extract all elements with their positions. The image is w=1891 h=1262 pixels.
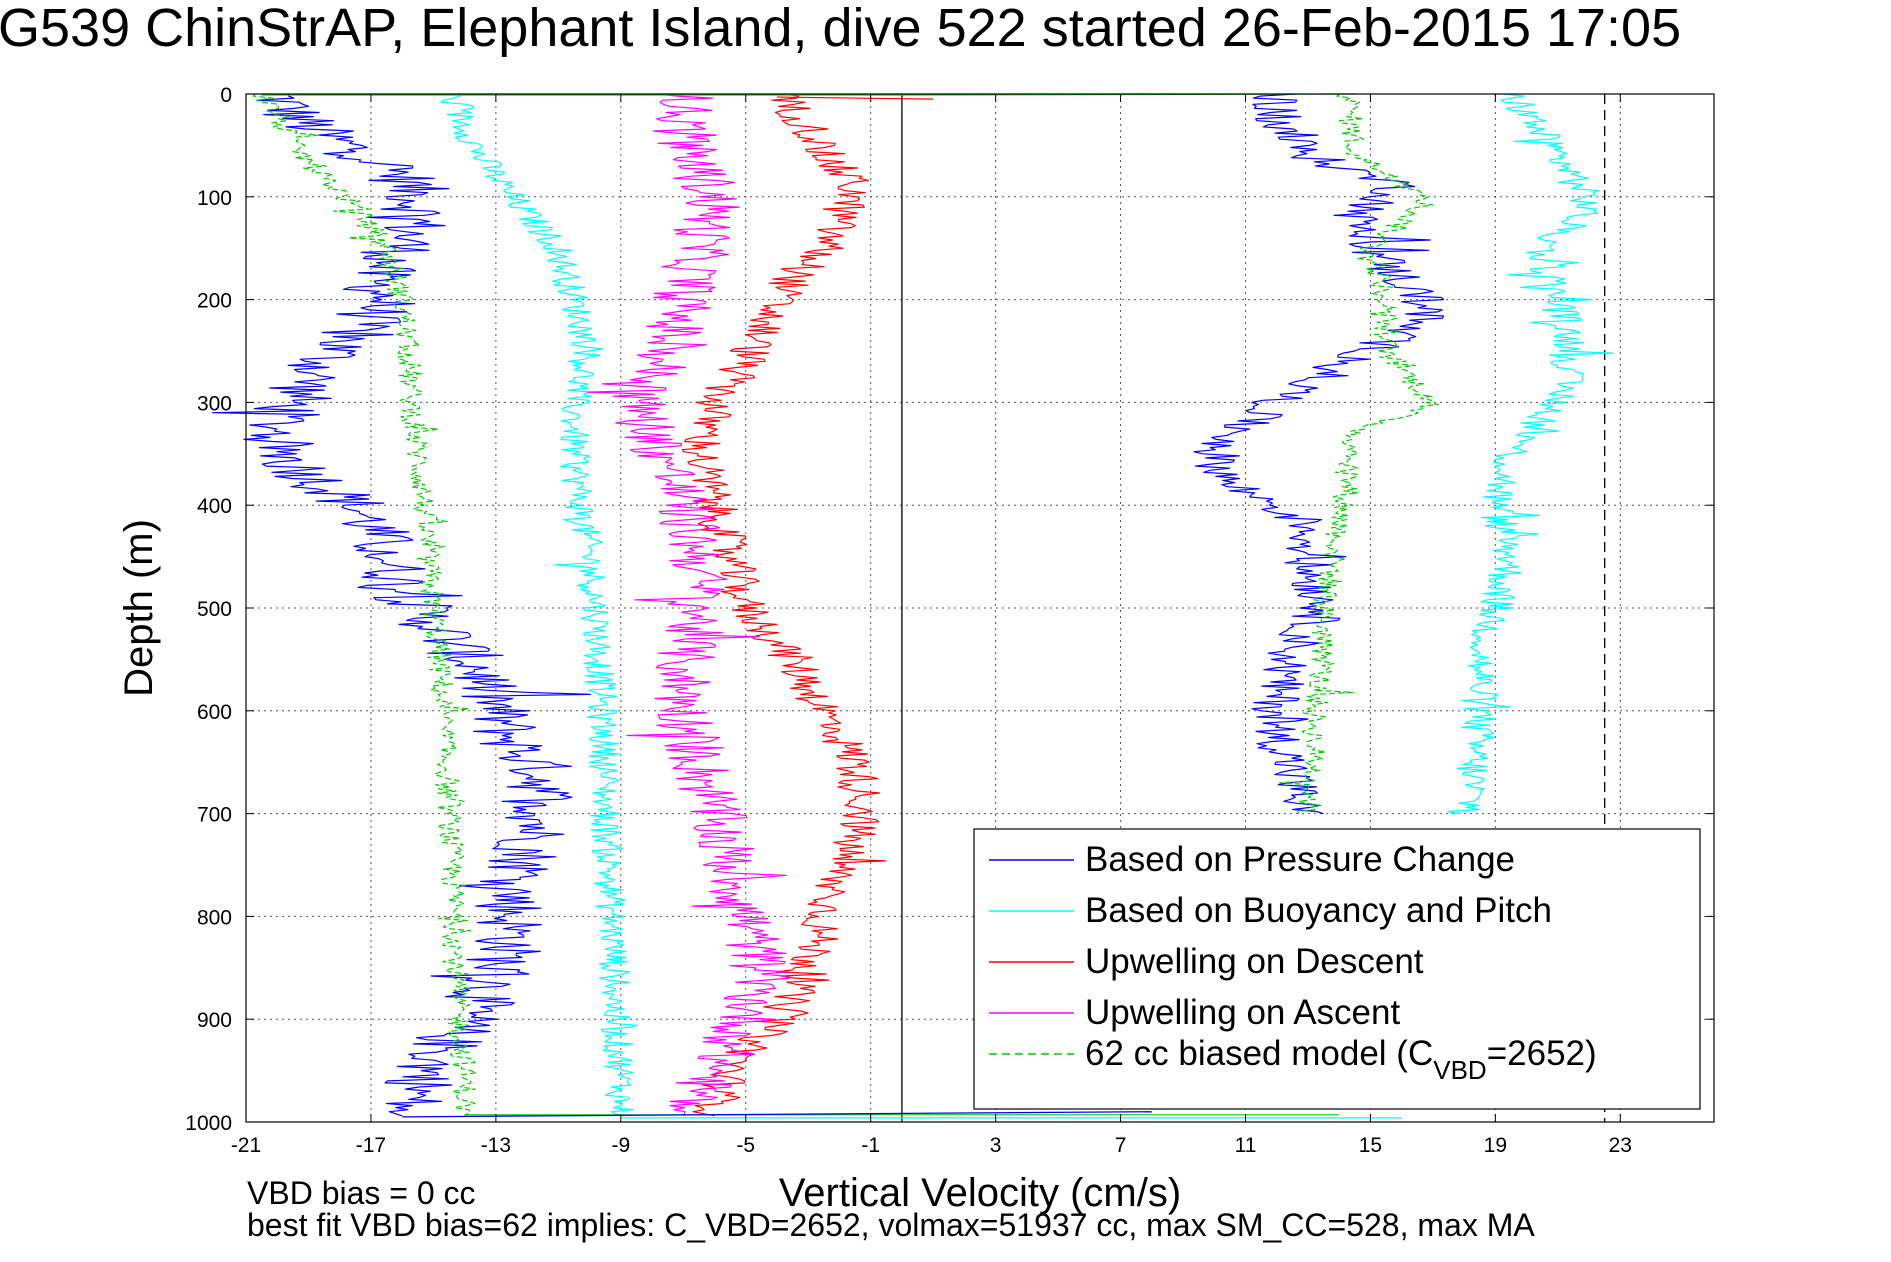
series-line-upwelling-on-ascent-descent [586, 93, 791, 1117]
series-line-62-cc-biased-model-cvbd-2652--descent [252, 93, 477, 1117]
series-lines [211, 93, 1615, 1119]
x-tick-label: -17 [356, 1134, 386, 1157]
x-tick-label: 23 [1609, 1134, 1632, 1157]
series-line-based-on-pressure-change-descent [211, 93, 592, 1117]
y-axis-ticks: 0 100 200 300 400 500 600 700 800 900 1000 [185, 84, 1714, 1135]
legend-label: Based on Pressure Change [1085, 840, 1515, 879]
y-tick-label: 400 [197, 495, 232, 518]
y-tick-label: 600 [197, 701, 232, 724]
y-tick-label: 800 [197, 906, 232, 929]
legend-label: 62 cc biased model (CVBD=2652) [1085, 1034, 1597, 1085]
legend-label: Upwelling on Ascent [1085, 993, 1400, 1032]
y-tick-label: 700 [197, 804, 232, 827]
x-axis-label: Vertical Velocity (cm/s) [779, 1171, 1181, 1215]
y-tick-label: 0 [220, 84, 232, 107]
bottom-pressure-segment [402, 1111, 1152, 1118]
series-line-based-on-buoyancy-and-pitch-descent [440, 93, 639, 1117]
x-tick-label: -9 [611, 1134, 630, 1157]
x-tick-label: 19 [1484, 1134, 1507, 1157]
vbd-bias-note: VBD bias = 0 cc [247, 1175, 476, 1211]
series-line-based-on-pressure-change-ascent [1193, 93, 1445, 815]
series-line-62-cc-biased-model-cvbd-2652--ascent [1278, 93, 1439, 814]
legend-label: Upwelling on Descent [1085, 942, 1424, 981]
x-tick-label: 11 [1235, 1134, 1257, 1157]
y-axis-label: Depth (m) [117, 519, 161, 697]
legend: Based on Pressure Change Based on Buoyanc… [973, 828, 1701, 1110]
y-tick-label: 200 [197, 290, 232, 313]
best-fit-note: best fit VBD bias=62 implies: C_VBD=2652… [247, 1207, 1535, 1243]
x-axis-ticks: -21 -17 -13 -9 -5 -1 3 7 11 15 19 23 [231, 94, 1632, 1157]
y-tick-label: 1000 [185, 1112, 232, 1135]
x-tick-label: 15 [1359, 1134, 1382, 1157]
x-tick-label: -21 [231, 1134, 261, 1157]
x-tick-label: -1 [861, 1134, 880, 1157]
x-tick-label: 7 [1115, 1134, 1127, 1157]
legend-label: Based on Buoyancy and Pitch [1085, 891, 1552, 930]
x-tick-label: 3 [990, 1134, 1002, 1157]
y-tick-label: 900 [197, 1009, 232, 1032]
x-tick-label: -5 [736, 1134, 755, 1157]
x-tick-label: -13 [481, 1134, 511, 1157]
surface-descent-segment [776, 96, 934, 100]
series-line-upwelling-on-descent-descent [681, 93, 887, 1117]
legend-items: Based on Pressure Change Based on Buoyanc… [989, 840, 1597, 1085]
y-tick-label: 300 [197, 392, 232, 415]
y-tick-label: 500 [197, 598, 232, 621]
legend-box [973, 828, 1701, 1110]
y-tick-label: 100 [197, 187, 232, 210]
series-line-based-on-buoyancy-and-pitch-ascent [1447, 93, 1615, 815]
chart-title: G539 ChinStrAP, Elephant Island, dive 52… [0, 0, 1681, 58]
